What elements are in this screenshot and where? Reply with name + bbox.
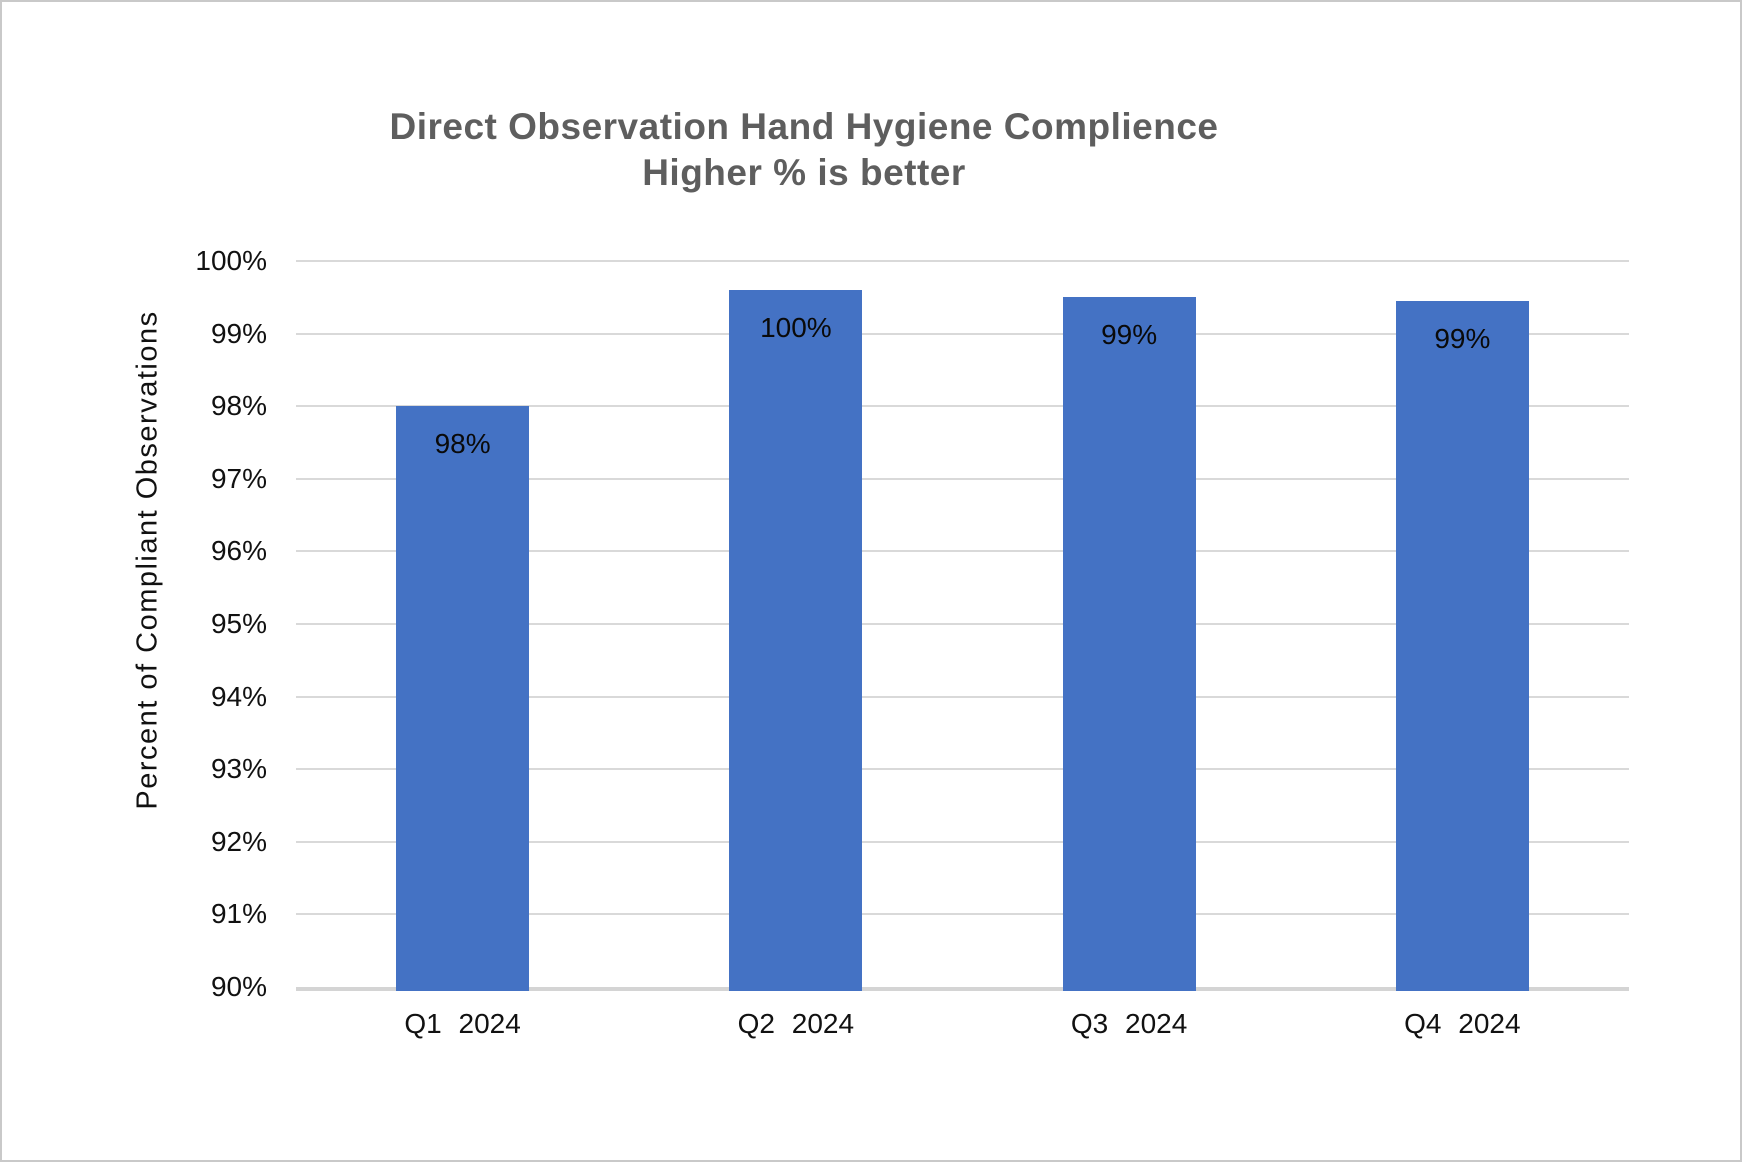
bar-q3-2024: 99% [1062, 297, 1196, 991]
bar-q4-2024: 99% [1395, 300, 1529, 991]
gridline [296, 913, 1629, 916]
gridline [296, 623, 1629, 625]
y-tick-label: 100% [195, 245, 267, 276]
x-tick-label-q4-2024: Q4 2024 [1404, 1008, 1521, 1039]
x-axis-line [296, 987, 1629, 991]
x-tick-label-q2-2024: Q2 2024 [737, 1008, 855, 1039]
y-tick-label: 99% [210, 317, 267, 349]
bar-q2-2024: 100% [729, 290, 863, 991]
gridline [296, 477, 1629, 480]
y-tick-label: 91% [210, 898, 267, 930]
chart-subtitle: Higher % is better [642, 152, 966, 193]
gridline [296, 260, 1629, 262]
y-tick-label: 93% [210, 753, 267, 785]
gridline [296, 332, 1629, 335]
y-tick-label: 90% [210, 971, 267, 1002]
y-tick-label: 97% [210, 462, 267, 494]
bar-q1-2024: 98% [396, 406, 530, 991]
bar-value-label: 98% [434, 428, 491, 460]
x-tick-label-q1-2024: Q1 2024 [404, 1008, 521, 1039]
bar-value-label: 100% [760, 312, 832, 344]
gridline [296, 405, 1629, 408]
y-tick-label: 98% [210, 390, 267, 422]
y-tick-label: 94% [210, 680, 267, 712]
gridline [296, 840, 1629, 843]
gridline [296, 550, 1629, 553]
bar-value-label: 99% [1101, 319, 1158, 351]
gridline [296, 695, 1629, 698]
x-tick-label-q3-2024: Q3 2024 [1070, 1008, 1188, 1039]
bar-value-label: 99% [1434, 322, 1491, 354]
chart-title-block: Direct Observation Hand Hygiene Complien… [304, 104, 1304, 196]
gridline [296, 768, 1629, 771]
chart-title: Direct Observation Hand Hygiene Complien… [389, 106, 1219, 147]
y-tick-label: 96% [210, 535, 267, 567]
y-tick-label: 92% [210, 825, 267, 857]
y-tick-label: 95% [210, 608, 267, 639]
